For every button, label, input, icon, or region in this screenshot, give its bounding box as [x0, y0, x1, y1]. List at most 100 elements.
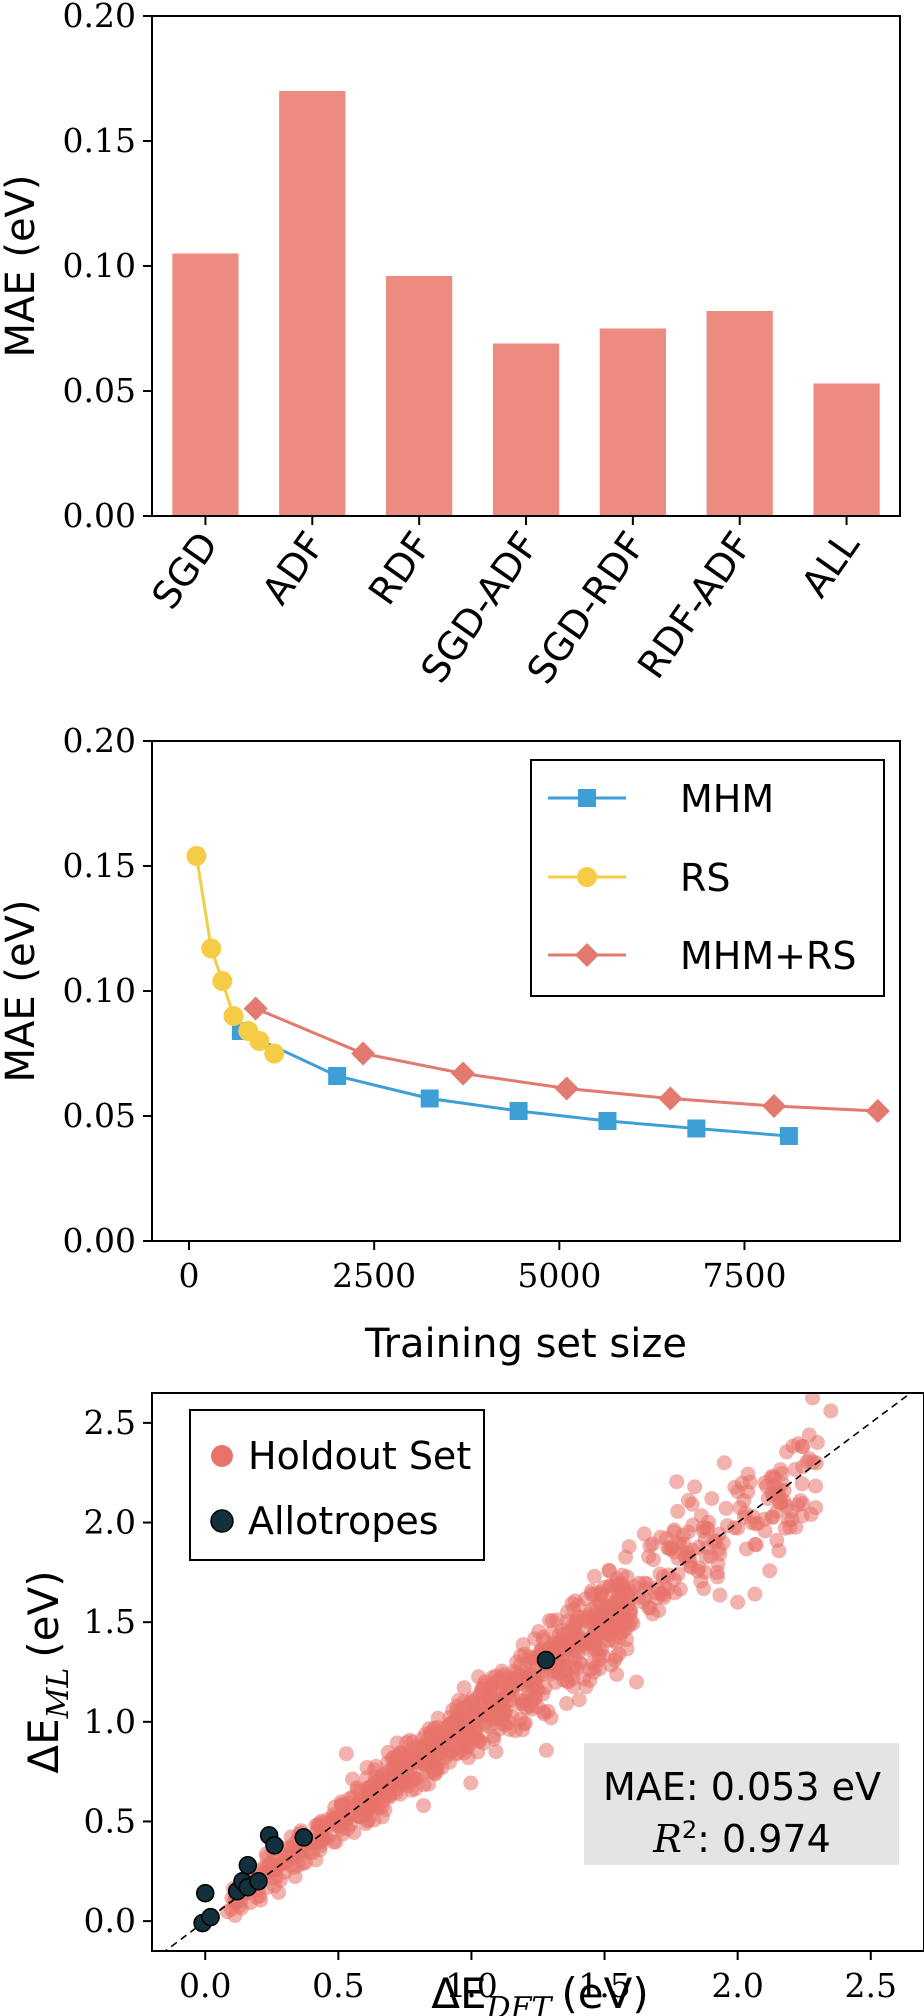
y-tick-label: 0.05: [63, 371, 136, 410]
y-tick-label: 0.10: [63, 971, 136, 1010]
holdout-point: [430, 1710, 446, 1726]
scatter-frame: [151, 1392, 924, 1952]
line-chart-y-axis-label: MAE (eV): [0, 899, 44, 1082]
x-tick-label: 7500: [702, 1256, 786, 1295]
holdout-point: [443, 1744, 459, 1760]
holdout-point: [718, 1500, 734, 1516]
holdout-point: [342, 1808, 358, 1824]
holdout-point: [583, 1586, 599, 1602]
holdout-point: [517, 1715, 533, 1731]
holdout-point: [704, 1491, 720, 1507]
bar-chart-y-axis-label: MAE (eV): [0, 174, 44, 357]
holdout-point: [582, 1662, 598, 1678]
holdout-point: [546, 1639, 562, 1654]
holdout-point: [681, 1493, 696, 1508]
allotrope-point: [195, 1883, 215, 1903]
y-tick-label: 0.00: [63, 1221, 136, 1260]
holdout-point: [710, 1569, 725, 1585]
holdout-point: [540, 1703, 556, 1719]
point-mhm: [779, 1127, 798, 1145]
holdout-point: [570, 1644, 586, 1659]
holdout-point: [765, 1509, 781, 1525]
point-rs: [249, 1031, 270, 1051]
allotrope-point: [238, 1856, 258, 1875]
legend-marker-mhm: [578, 789, 596, 807]
holdout-point: [367, 1769, 383, 1785]
legend-label-rs: RS: [680, 856, 731, 900]
point-rs: [212, 971, 233, 991]
holdout-point: [538, 1742, 554, 1758]
holdout-point: [527, 1631, 543, 1647]
holdout-point: [779, 1444, 795, 1460]
holdout-point: [636, 1526, 652, 1542]
holdout-point: [227, 1907, 243, 1923]
point-rs: [201, 938, 222, 959]
bar-adf: [279, 91, 346, 516]
holdout-point: [569, 1660, 584, 1676]
holdout-point: [497, 1717, 513, 1733]
holdout-point: [603, 1578, 618, 1594]
holdout-point: [601, 1562, 617, 1578]
y-tick-label: 1.0: [84, 1702, 136, 1741]
x-tick-label: 2500: [332, 1256, 416, 1295]
holdout-point: [748, 1537, 764, 1553]
holdout-point: [730, 1520, 746, 1536]
holdout-point: [747, 1586, 763, 1602]
holdout-point: [687, 1479, 703, 1495]
holdout-point: [737, 1505, 753, 1521]
scatter-y-axis-label: ΔEML(eV): [19, 1570, 76, 1773]
y-tick-label: 0.0: [84, 1901, 136, 1940]
holdout-point: [295, 1856, 311, 1872]
holdout-point: [416, 1798, 432, 1814]
allotrope-point: [201, 1907, 220, 1927]
y-tick-label: 0.10: [63, 246, 136, 285]
holdout-point: [616, 1586, 632, 1602]
r2-annotation: R2: 0.974: [652, 1816, 831, 1861]
holdout-point: [450, 1727, 466, 1743]
holdout-point: [802, 1451, 818, 1467]
holdout-point: [697, 1531, 713, 1547]
holdout-point: [602, 1600, 618, 1615]
point-rs: [264, 1043, 285, 1064]
holdout-point: [398, 1764, 414, 1780]
y-tick-label: 2.5: [84, 1403, 136, 1442]
holdout-point: [417, 1757, 433, 1773]
x-tick-label: 5000: [517, 1256, 601, 1295]
y-tick-label: 0.15: [63, 846, 136, 885]
holdout-point: [470, 1744, 486, 1760]
holdout-point: [614, 1567, 630, 1583]
point-mhm-plus-rs: [554, 1076, 579, 1101]
point-mhm: [509, 1102, 528, 1120]
holdout-point: [496, 1667, 512, 1682]
bar-chart-y-ticks: 0.00 0.05 0.10 0.15 0.20: [63, 0, 152, 535]
legend-marker-rs: [577, 867, 597, 887]
allotrope-point: [536, 1650, 556, 1670]
holdout-point: [421, 1776, 437, 1792]
x-tick-label: 2.5: [845, 1966, 897, 2005]
holdout-point: [730, 1594, 746, 1610]
scatter-panel: 0.0 0.5 1.0 1.5 2.0 2.5 0.0 0.5 1.0 1.5 2.0 2.5 ΔE…: [19, 1392, 924, 2016]
point-mhm: [328, 1067, 347, 1085]
holdout-point: [586, 1568, 602, 1584]
metrics-annotation: MAE: 0.053 eV R2: 0.974: [584, 1743, 899, 1865]
point-mhm-plus-rs: [451, 1061, 476, 1086]
holdout-point: [693, 1508, 709, 1524]
line-mhm: [240, 1029, 790, 1138]
y-tick-label: 0.00: [63, 496, 136, 535]
holdout-point: [594, 1611, 610, 1627]
holdout-point: [385, 1776, 401, 1792]
holdout-point: [609, 1666, 625, 1682]
holdout-point: [272, 1872, 288, 1888]
x-tick-label: ADF: [253, 524, 333, 612]
holdout-point: [487, 1704, 503, 1720]
holdout-point: [762, 1563, 778, 1579]
holdout-point: [439, 1730, 455, 1746]
holdout-point: [421, 1721, 437, 1737]
x-tick-label: 1.5: [578, 1966, 630, 2005]
line-chart-legend: MHM RS MHM+RS: [530, 759, 885, 997]
bar-sgd: [172, 253, 239, 516]
allotrope-point: [265, 1836, 284, 1855]
bar-rdf-adf: [706, 311, 773, 516]
